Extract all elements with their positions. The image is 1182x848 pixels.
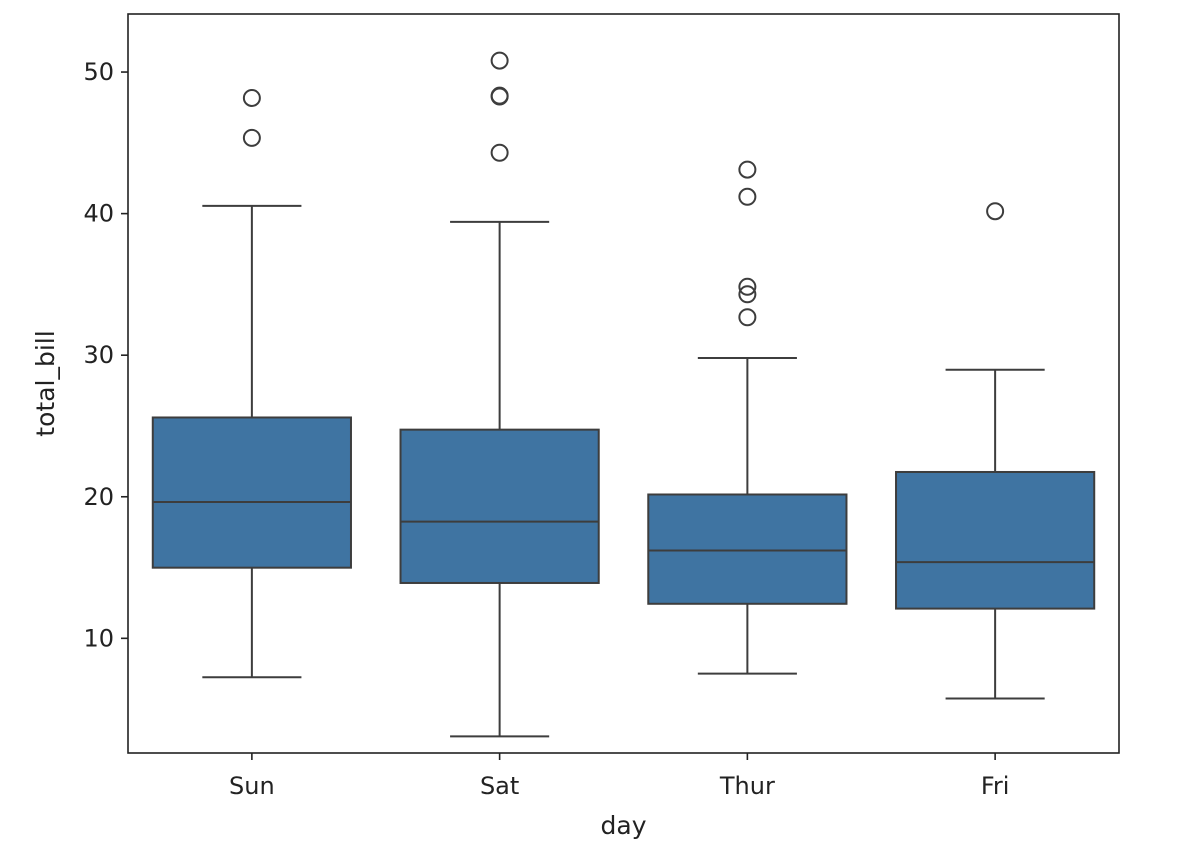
plot-marks [151, 51, 1096, 738]
iqr-box-fri [895, 470, 1096, 610]
iqr-box-sat [399, 428, 600, 584]
outlier-point-sat-3 [490, 51, 509, 70]
y-tick-label-40: 40 [83, 200, 114, 228]
outlier-point-thur-2 [738, 277, 757, 296]
y-tick-label-30: 30 [83, 341, 114, 369]
box-group-thur [647, 160, 848, 675]
y-axis: 10 20 30 40 50 [83, 58, 128, 652]
outlier-point-fri-0 [986, 202, 1005, 221]
y-tick-label-50: 50 [83, 58, 114, 86]
y-axis-label: total_bill [31, 330, 60, 436]
iqr-box-sun [151, 416, 352, 569]
outlier-point-sun-1 [242, 88, 261, 107]
x-axis: Sun Sat Thur Fri [229, 753, 1009, 800]
outlier-point-thur-3 [738, 187, 757, 206]
outlier-point-thur-0 [738, 308, 757, 327]
outlier-point-thur-4 [738, 160, 757, 179]
x-tick-label-sun: Sun [229, 772, 275, 800]
outlier-point-sat-2 [490, 86, 509, 105]
iqr-box-thur [647, 493, 848, 605]
outlier-point-thur-1 [738, 285, 757, 304]
box-group-sat [399, 51, 600, 738]
box-group-sun [151, 88, 352, 679]
x-axis-label: day [601, 811, 647, 840]
x-tick-label-thur: Thur [719, 772, 775, 800]
plot-frame [127, 13, 1120, 754]
box-group-fri [895, 202, 1096, 700]
y-tick-label-10: 10 [83, 624, 114, 652]
x-tick-label-fri: Fri [981, 772, 1010, 800]
outlier-point-sat-0 [490, 143, 509, 162]
x-tick-label-sat: Sat [480, 772, 519, 800]
outlier-point-sun-0 [242, 128, 261, 147]
y-tick-label-20: 20 [83, 483, 114, 511]
